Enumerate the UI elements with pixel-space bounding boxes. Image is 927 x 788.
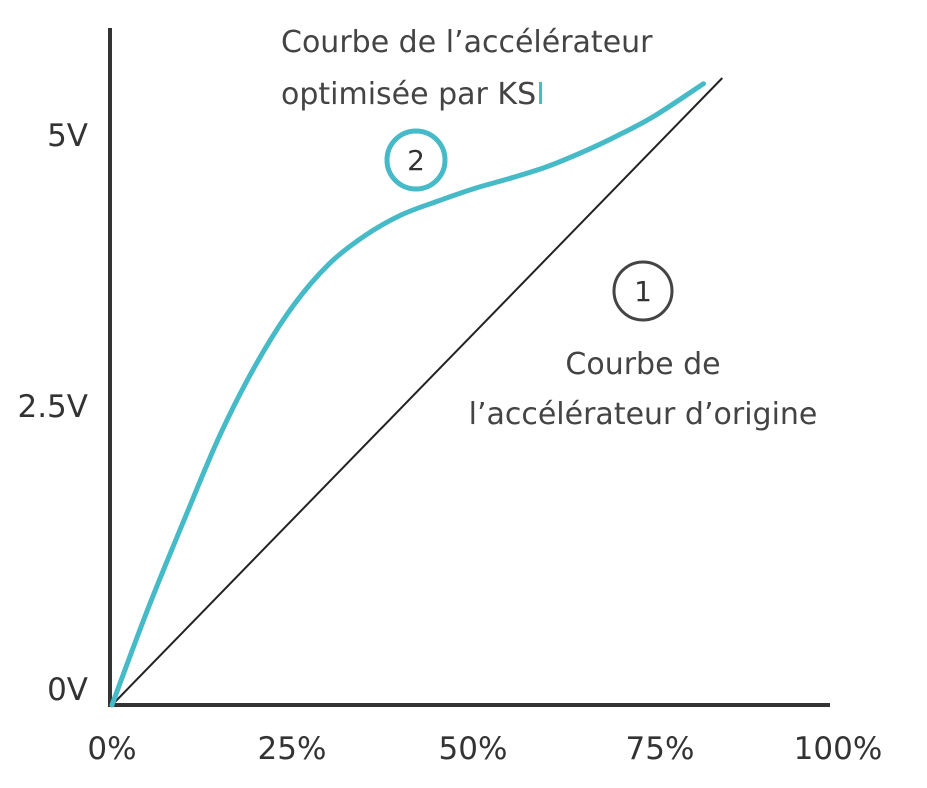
- optimized-curve-label-line2: optimisée par KSI: [281, 77, 545, 112]
- badge-2: 2: [384, 128, 448, 192]
- badge-1-circle: [612, 260, 674, 322]
- x-tick-labels: 0% 25% 50% 75% 100%: [87, 731, 882, 767]
- optimized-curve-line: [109, 81, 706, 708]
- original-curve-label-line2: l’accélérateur d’origine: [469, 397, 818, 432]
- badge-2-number: 2: [407, 144, 425, 177]
- y-tick-label-0v: 0V: [47, 672, 88, 708]
- x-tick-label-50: 50%: [439, 731, 508, 767]
- optimized-curve-label-line1: Courbe de l’accélérateur: [281, 25, 653, 60]
- badge-2-circle: [384, 128, 448, 192]
- optimized-curve-annotation: Courbe de l’accélérateur optimisée par K…: [281, 25, 653, 192]
- badge-1: 1: [612, 260, 674, 322]
- x-tick-label-25: 25%: [258, 731, 327, 767]
- x-tick-label-75: 75%: [626, 731, 695, 767]
- original-curve-line: [111, 77, 724, 706]
- original-curve-annotation: 1 Courbe de l’accélérateur d’origine: [469, 260, 818, 432]
- x-tick-label-100: 100%: [794, 731, 883, 767]
- original-curve-label-line1: Courbe de: [565, 347, 720, 382]
- x-tick-label-0: 0%: [87, 731, 136, 767]
- badge-1-number: 1: [634, 275, 652, 308]
- y-tick-label-5v: 5V: [47, 118, 88, 154]
- optimized-curve-label-line2-text: optimisée par KS: [281, 77, 536, 112]
- ksi-accent-letter: I: [536, 77, 545, 112]
- y-tick-labels: 5V 2.5V 0V: [17, 118, 88, 708]
- y-tick-label-2-5v: 2.5V: [17, 389, 88, 425]
- axes: [108, 28, 830, 707]
